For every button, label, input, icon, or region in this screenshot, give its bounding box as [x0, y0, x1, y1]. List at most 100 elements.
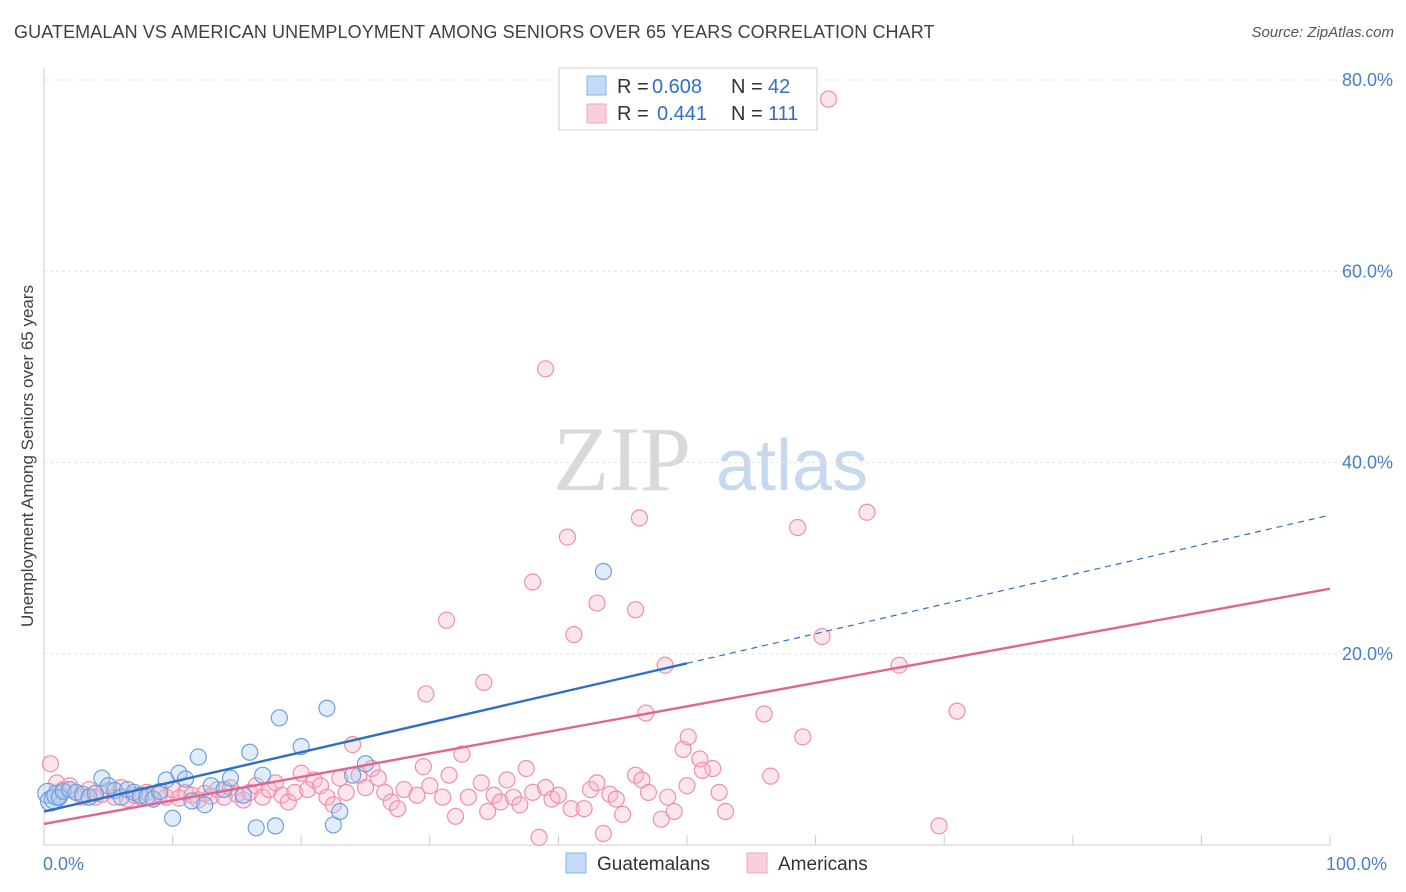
axes	[43, 68, 1331, 846]
american-point-117	[858, 503, 876, 521]
guatemalan-point-33	[247, 819, 265, 837]
american-point-87	[639, 783, 658, 802]
american-point-116	[819, 90, 838, 108]
guatemalans-trend-line	[43, 662, 688, 813]
american-point-109	[693, 761, 712, 780]
american-point-95	[417, 685, 435, 703]
american-point-0	[41, 755, 60, 773]
y-tick-label-1: 40.0%	[1342, 453, 1393, 473]
watermark-zip: ZIP	[553, 408, 691, 510]
guatemalan-point-34	[254, 766, 272, 784]
american-point-38	[286, 783, 304, 802]
legend-r-value-1: 0.608	[652, 76, 702, 98]
legend-swatch-guatemalans	[586, 75, 607, 96]
guatemalan-point-27	[196, 796, 214, 814]
x-tick-label-min: 0.0%	[43, 854, 84, 874]
guatemalan-point-40	[331, 802, 349, 821]
legend-swatch-americans	[586, 103, 607, 124]
american-point-76	[549, 786, 568, 804]
american-point-71	[517, 759, 535, 778]
american-point-77	[562, 800, 580, 818]
american-point-100	[558, 528, 577, 546]
american-point-61	[446, 807, 465, 825]
trend-lines	[43, 514, 1331, 826]
american-point-102	[588, 594, 606, 612]
american-point-54	[389, 800, 407, 818]
american-point-66	[485, 786, 503, 804]
american-point-93	[704, 759, 722, 778]
american-point-51	[369, 769, 387, 787]
american-point-104	[630, 509, 649, 527]
guatemalan-point-32	[241, 743, 259, 761]
american-point-53	[382, 793, 400, 811]
american-point-46	[337, 783, 355, 802]
y-tick-labels: 20.0% 40.0% 60.0% 80.0%	[1342, 70, 1393, 664]
american-point-73	[530, 828, 548, 846]
american-point-44	[324, 796, 342, 814]
american-point-101	[565, 626, 583, 644]
guatemalans-trend-extension	[686, 514, 1331, 664]
guatemalan-point-35	[266, 817, 285, 835]
american-point-60	[440, 766, 458, 784]
legend-n-label-1: N =	[731, 76, 763, 98]
chart-title: GUATEMALAN VS AMERICAN UNEMPLOYMENT AMON…	[14, 22, 935, 42]
guatemalan-point-30	[221, 769, 240, 787]
guatemalan-point-26	[189, 748, 207, 766]
american-point-113	[788, 518, 807, 537]
american-point-120	[948, 702, 966, 720]
guatemalan-point-7	[67, 783, 85, 802]
american-point-112	[761, 767, 780, 785]
guatemalan-point-10	[86, 784, 105, 802]
american-point-67	[491, 793, 510, 811]
american-point-63	[459, 788, 477, 806]
y-tick-label-0: 20.0%	[1342, 644, 1393, 664]
guatemalans-points	[37, 562, 613, 837]
american-point-64	[472, 774, 490, 792]
american-point-96	[437, 611, 456, 629]
americans-trend-line	[43, 587, 1331, 826]
american-point-59	[434, 788, 452, 806]
american-point-118	[890, 656, 908, 674]
american-point-78	[575, 800, 593, 818]
legend-n-value-2: 111	[768, 103, 798, 125]
american-point-58	[421, 777, 439, 795]
american-point-62	[453, 745, 471, 763]
american-point-83	[607, 790, 625, 808]
american-point-79	[581, 780, 600, 799]
series-legend-swatch-americans	[746, 852, 768, 874]
american-point-114	[794, 728, 812, 746]
american-point-89	[659, 788, 677, 806]
guatemalan-point-38	[318, 699, 336, 717]
american-point-111	[755, 705, 773, 723]
american-point-65	[479, 802, 497, 821]
chart-source: Source: ZipAtlas.com	[1251, 24, 1394, 41]
legend-n-label-2: N =	[731, 103, 763, 125]
american-point-99	[536, 360, 555, 378]
american-point-72	[524, 783, 542, 802]
american-point-49	[356, 779, 375, 797]
watermark-atlas: atlas	[716, 426, 868, 506]
american-point-57	[414, 757, 432, 776]
american-point-90	[665, 802, 683, 821]
american-point-52	[376, 783, 394, 802]
series-legend-guatemalans: Guatemalans	[597, 854, 710, 875]
american-point-108	[679, 728, 697, 746]
american-point-56	[408, 786, 426, 804]
american-point-91	[678, 777, 696, 795]
american-point-70	[511, 796, 529, 814]
y-axis-label: Unemployment Among Seniors over 65 years	[18, 285, 37, 627]
series-legend-americans: Americans	[778, 854, 868, 875]
american-point-88	[652, 810, 670, 828]
american-point-81	[594, 824, 613, 843]
series-legend-swatch-guatemalans	[565, 852, 587, 874]
y-tick-label-3: 80.0%	[1342, 70, 1393, 90]
american-point-80	[588, 774, 606, 792]
american-point-37	[279, 793, 297, 811]
legend-n-value-1: 42	[768, 76, 790, 98]
legend-r-label-1: R =	[617, 76, 649, 98]
guatemalan-point-36	[270, 709, 288, 727]
american-point-68	[498, 771, 516, 789]
legend-r-value-2: 0.441	[657, 103, 707, 125]
american-point-97	[475, 673, 493, 692]
